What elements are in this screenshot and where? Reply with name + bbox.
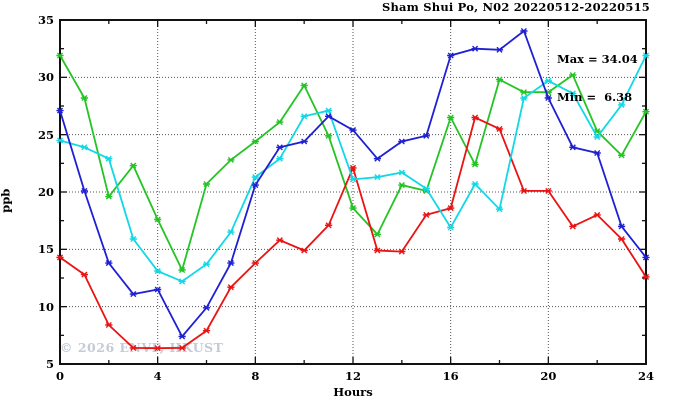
x-tick-label: 0 <box>55 369 64 383</box>
y-tick-label: 20 <box>37 185 54 199</box>
x-tick-label: 20 <box>540 369 557 383</box>
y-tick-label: 35 <box>37 13 54 27</box>
y-tick-label: 5 <box>45 357 54 371</box>
series-blue <box>56 27 650 340</box>
y-tick-label: 15 <box>37 242 54 257</box>
max-value-label: Max = 34.04 <box>557 52 638 66</box>
series-green-markers <box>56 52 650 274</box>
series-blue-markers <box>56 27 650 340</box>
min-value-label: Min = 6.38 <box>557 89 633 104</box>
y-tick-label: 30 <box>37 70 54 85</box>
chart-title: Sham Shui Po, N02 20220512-20220515 <box>381 0 650 14</box>
y-tick-label: 10 <box>37 299 54 314</box>
series-cyan <box>56 52 650 285</box>
x-axis-label: Hours <box>333 385 373 399</box>
x-tick-label: 8 <box>251 369 260 383</box>
x-tick-label: 4 <box>153 369 162 383</box>
series-green <box>56 52 650 274</box>
series-red <box>56 114 650 352</box>
y-axis-label: ppb <box>0 188 13 213</box>
series-cyan-markers <box>56 52 650 285</box>
x-tick-label: 12 <box>344 369 361 383</box>
y-tick-label: 25 <box>37 127 54 142</box>
x-tick-label: 16 <box>442 369 459 383</box>
stats-box: Max = 34.04 Min = 6.38 <box>557 31 638 129</box>
x-tick-label: 24 <box>637 369 654 383</box>
series-red-markers <box>56 114 650 352</box>
axis-ticks <box>59 19 647 365</box>
